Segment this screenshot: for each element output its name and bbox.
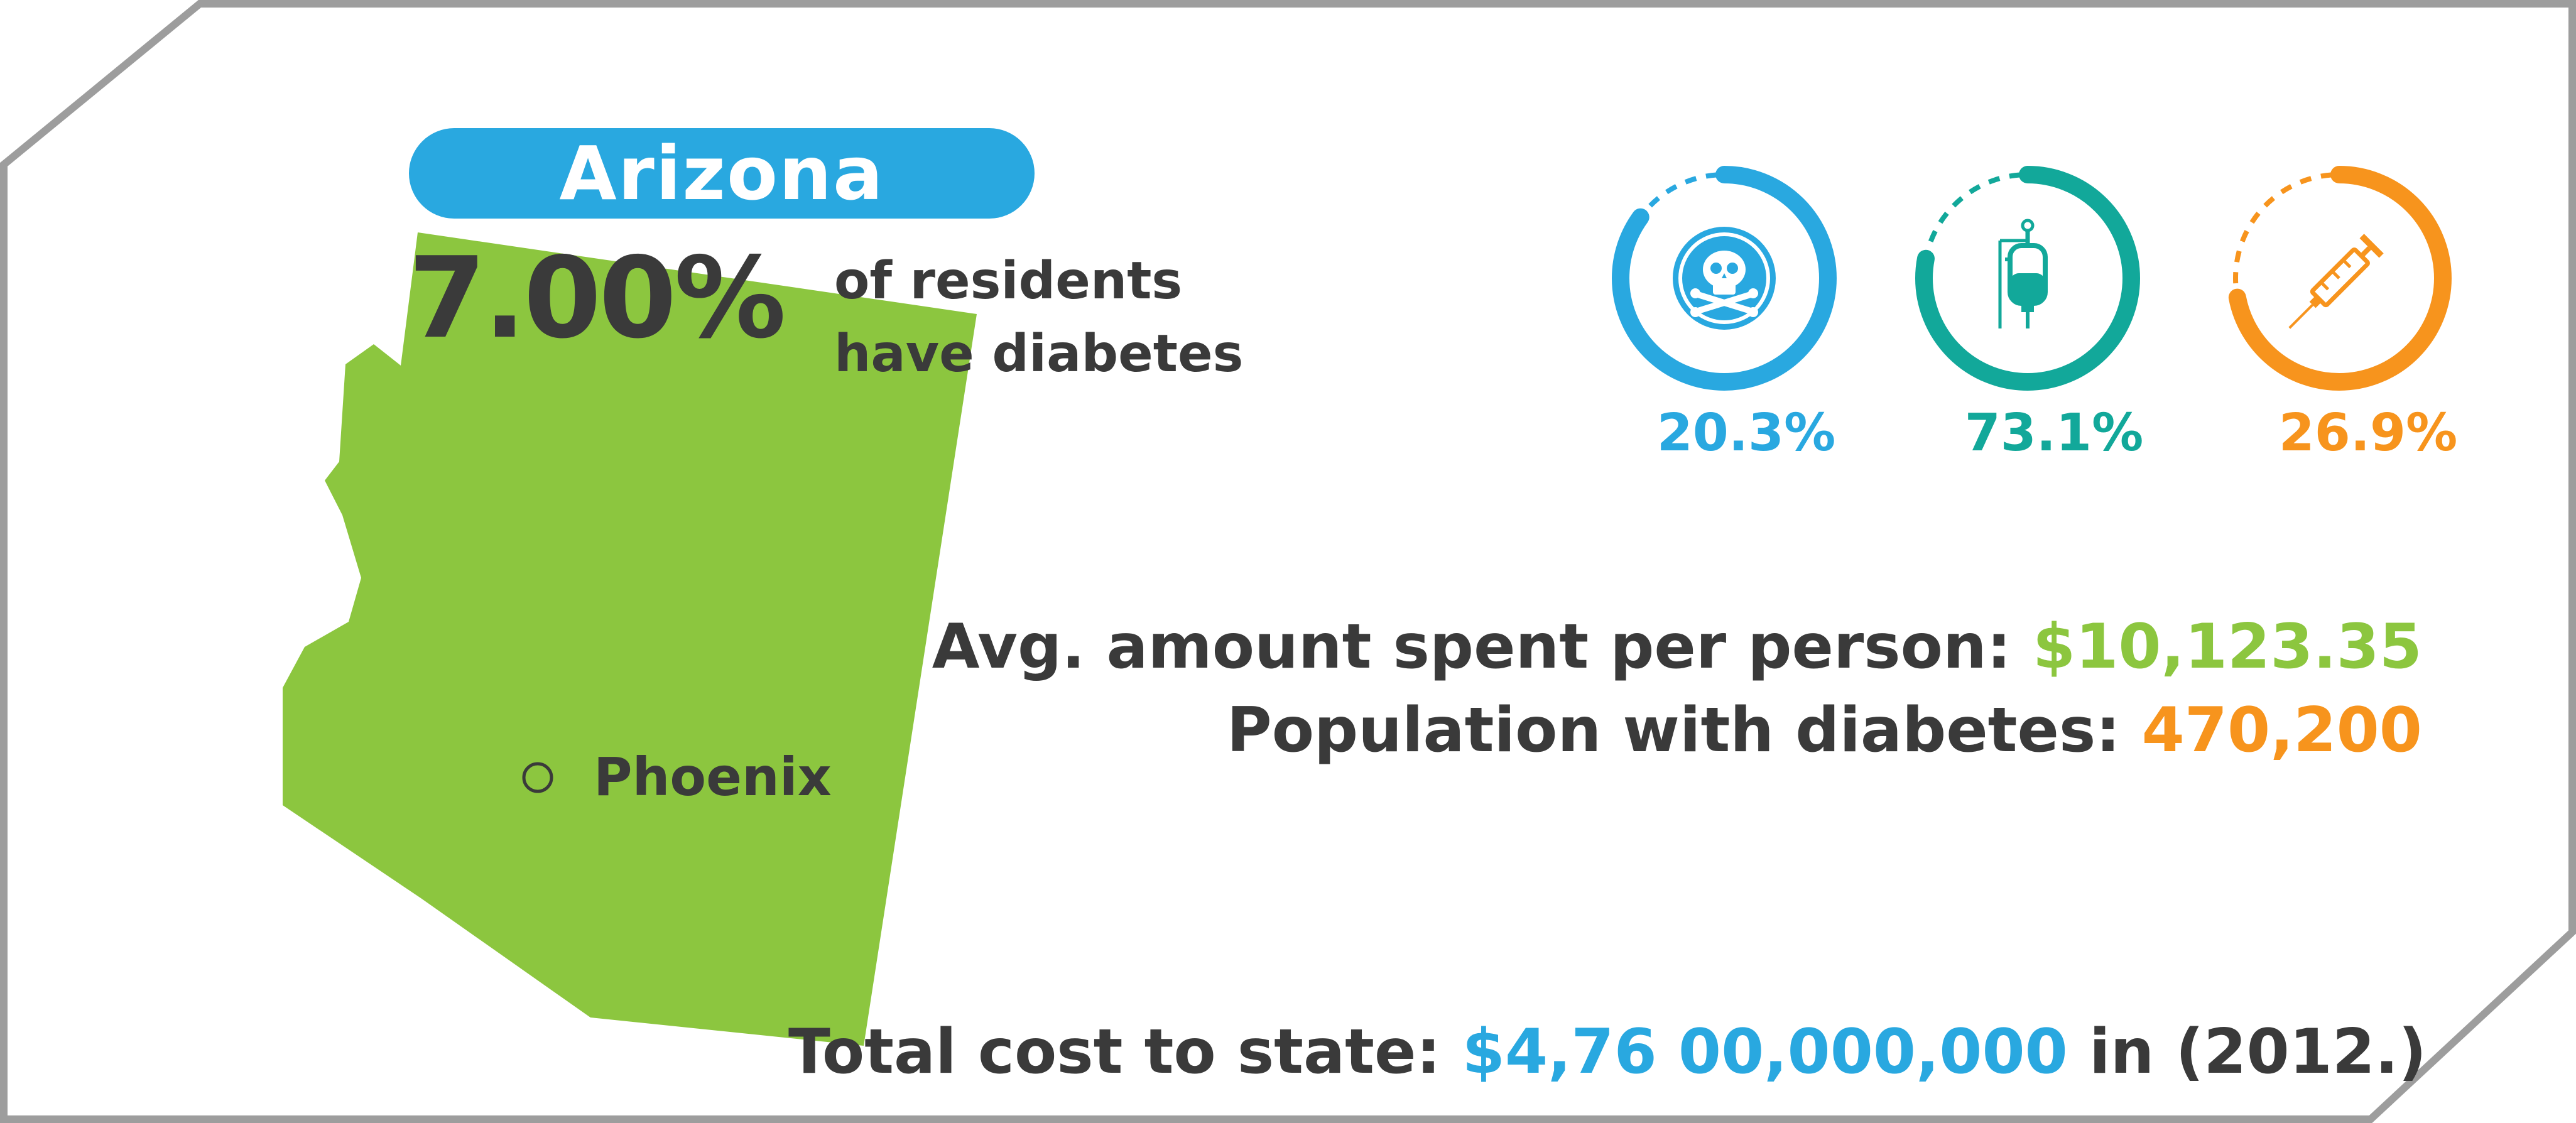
total-cost-line: Total cost to state: $4,76 00,000,000 in…	[788, 1013, 2427, 1091]
total-cost-suffix: in (2012.)	[2068, 1016, 2427, 1088]
iv-bag-icon	[2000, 220, 2045, 328]
population-line: Population with diabetes: 470,200	[1227, 693, 2422, 768]
avg-spend-label: Avg. amount spent per person:	[932, 611, 2033, 683]
total-cost-value: $4,76 00,000,000	[1462, 1016, 2068, 1088]
ring-mortality-value: 20.3%	[1633, 402, 1859, 465]
skull-crossbones-icon	[1673, 227, 1776, 330]
population-value: 470,200	[2142, 695, 2422, 766]
avg-spend-line: Avg. amount spent per person: $10,123.35	[932, 609, 2422, 685]
avg-spend-value: $10,123.35	[2033, 611, 2422, 683]
ring-iv-value: 73.1%	[1941, 402, 2167, 465]
population-label: Population with diabetes:	[1227, 695, 2142, 766]
total-cost-label: Total cost to state:	[788, 1016, 1462, 1088]
ring-insulin-value: 26.9%	[2255, 402, 2481, 465]
syringe-icon	[2280, 234, 2383, 337]
